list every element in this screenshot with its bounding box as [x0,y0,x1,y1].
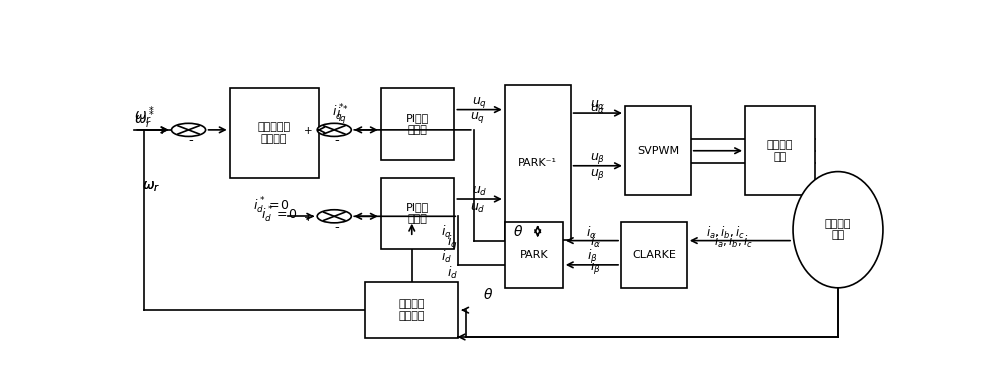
Text: -: - [334,221,339,234]
FancyBboxPatch shape [505,222,563,288]
Text: PI电流
调节器: PI电流 调节器 [406,113,429,135]
Text: CLARKE: CLARKE [632,250,676,260]
Text: $i_q$: $i_q$ [441,224,452,242]
FancyBboxPatch shape [381,178,454,249]
Text: -: - [334,134,339,147]
Text: PARK⁻¹: PARK⁻¹ [518,158,557,168]
Text: $u_\alpha$: $u_\alpha$ [590,103,606,116]
Text: +: + [304,127,312,136]
Text: 功率变换
电路: 功率变换 电路 [767,140,793,161]
Text: $\omega_r^*$: $\omega_r^*$ [134,104,155,127]
Text: $u_\beta$: $u_\beta$ [590,151,605,166]
Circle shape [172,123,206,137]
Text: SVPWM: SVPWM [637,146,679,156]
Text: $i_\alpha$: $i_\alpha$ [586,225,597,241]
Text: $\theta$: $\theta$ [483,287,493,302]
FancyBboxPatch shape [505,85,571,240]
Text: +: + [304,213,312,223]
Text: 位置、转
速传感器: 位置、转 速传感器 [398,300,425,321]
Text: +: + [158,127,167,136]
Text: $i_d$: $i_d$ [447,265,458,281]
Text: $u_q$: $u_q$ [472,95,487,110]
FancyBboxPatch shape [230,88,319,178]
Text: $i_d^*=0$: $i_d^*=0$ [253,196,290,216]
Text: $i_d$: $i_d$ [441,249,452,265]
FancyBboxPatch shape [365,282,458,339]
Text: $u_\alpha$: $u_\alpha$ [590,99,606,112]
Text: $\omega_r^*$: $\omega_r^*$ [134,108,155,131]
Text: $i_q$: $i_q$ [447,234,457,252]
Circle shape [317,210,351,223]
Text: $u_d$: $u_d$ [470,202,485,216]
Text: $i_\alpha$: $i_\alpha$ [590,234,601,250]
Text: 新型滑模转
速调节器: 新型滑模转 速调节器 [258,122,291,144]
Text: $u_q$: $u_q$ [470,110,485,125]
Text: $i_\beta$: $i_\beta$ [587,248,597,266]
FancyBboxPatch shape [625,106,691,195]
Text: $i_d^*=0$: $i_d^*=0$ [261,205,298,225]
Text: $u_\beta$: $u_\beta$ [590,167,605,182]
Text: $i_q^*$: $i_q^*$ [336,104,348,126]
Text: $i_a, i_b, i_c$: $i_a, i_b, i_c$ [706,225,745,241]
Text: $i_\beta$: $i_\beta$ [590,259,601,277]
Text: $\omega_r$: $\omega_r$ [142,179,160,194]
Text: $\theta$: $\theta$ [513,224,523,239]
FancyBboxPatch shape [381,88,454,160]
Text: 永磁同步
电机: 永磁同步 电机 [825,219,851,240]
Circle shape [317,123,351,137]
FancyBboxPatch shape [621,222,687,288]
Text: $\omega_r$: $\omega_r$ [142,179,160,194]
Text: $i_a,i_b,i_c$: $i_a,i_b,i_c$ [714,234,753,250]
Text: $i_q^*$: $i_q^*$ [332,103,344,125]
Text: PI电流
调节器: PI电流 调节器 [406,202,429,224]
Text: $u_d$: $u_d$ [472,185,487,198]
Ellipse shape [793,171,883,288]
Text: -: - [188,134,193,147]
Text: PARK: PARK [520,250,548,260]
FancyBboxPatch shape [745,106,815,195]
